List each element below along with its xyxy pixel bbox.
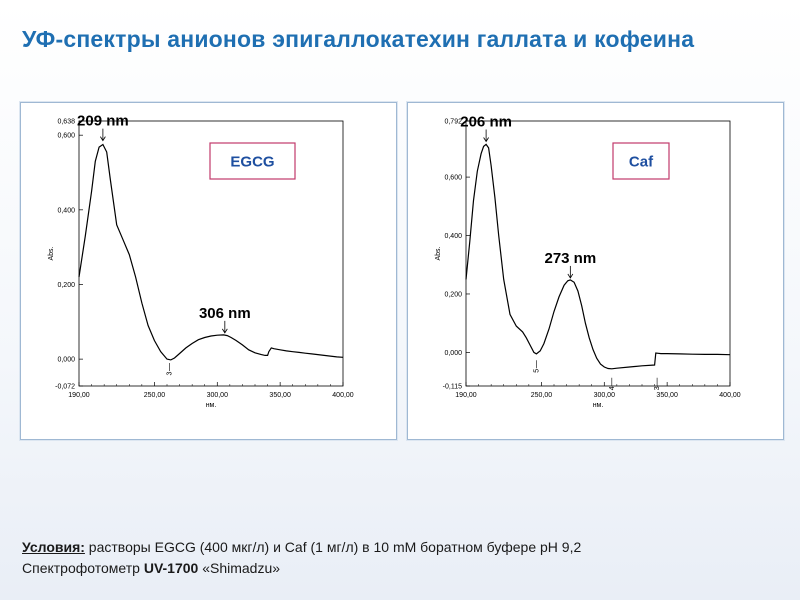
y-tick-label: 0,000: [57, 357, 75, 364]
peak-arrow-head: [221, 328, 228, 334]
instrument-maker: «Shimadzu»: [198, 560, 281, 576]
peak-label: 306 nm: [199, 305, 251, 322]
conditions-label: Условия:: [22, 539, 85, 555]
y-tick-label: 0,792: [444, 119, 462, 126]
caf-spectrum-panel: 0,792 0,600 0,400 0,200 0,000 -0,115 190,00 250…: [407, 102, 784, 440]
legend: Caf: [612, 142, 670, 180]
x-axis-label: нм.: [206, 402, 217, 409]
peak-arrow-head: [100, 136, 106, 142]
peak-arrow-head: [567, 273, 574, 279]
conditions-line-1: Условия: растворы EGCG (400 мкг/л) и Caf…: [22, 537, 792, 558]
y-tick-label: 0,400: [444, 233, 462, 240]
y-tick-label: 0,200: [57, 282, 75, 289]
y-tick-label: 0,600: [57, 133, 75, 140]
y-tick-label: -0,072: [55, 384, 75, 391]
plot-frame: [465, 120, 731, 387]
marker-label: 4: [609, 386, 616, 390]
x-tick-label: 400,00: [332, 392, 354, 399]
x-tick-label: 190,00: [68, 392, 90, 399]
y-tick-label: 0,000: [444, 350, 462, 357]
marker-label: 5: [533, 369, 540, 373]
conditions-description: растворы EGCG (400 мкг/л) и Caf (1 мг/л)…: [84, 539, 582, 555]
y-tick-label: 0,600: [444, 175, 462, 182]
egcg-spectrum-panel: 0,638 0,600 0,400 0,200 0,000 -0,072 190,00 250…: [20, 102, 397, 440]
y-axis-label: Abs.: [48, 246, 55, 260]
conditions-line-2: Спектрофотометр UV-1700 «Shimadzu»: [22, 558, 792, 579]
peak-label: 209 nm: [77, 113, 129, 130]
marker-label: 3: [167, 371, 174, 375]
x-tick-label: 350,00: [269, 392, 291, 399]
peak-arrow-head: [483, 137, 489, 143]
legend-label: Caf: [629, 154, 654, 171]
legend: EGCG: [209, 142, 296, 180]
marker-label: 3: [654, 386, 661, 390]
x-tick-label: 400,00: [719, 392, 741, 399]
x-tick-label: 300,00: [207, 392, 229, 399]
peak-label: 273 nm: [544, 250, 596, 267]
spectrum-line: [465, 143, 731, 370]
x-axis-label: нм.: [593, 402, 604, 409]
conditions-text: Условия: растворы EGCG (400 мкг/л) и Caf…: [22, 537, 792, 579]
legend-box: [209, 142, 296, 180]
legend-box: [612, 142, 670, 180]
y-tick-label: -0,115: [443, 384, 462, 391]
peak-label: 206 nm: [460, 113, 512, 130]
x-tick-label: 300,00: [594, 392, 616, 399]
legend-label: EGCG: [230, 154, 274, 171]
y-tick-label: 0,400: [57, 207, 75, 214]
x-tick-label: 250,00: [144, 392, 166, 399]
plot-frame: [78, 120, 344, 387]
y-tick-label: 0,200: [444, 291, 462, 298]
x-tick-label: 350,00: [656, 392, 678, 399]
x-tick-label: 250,00: [531, 392, 553, 399]
y-axis-label: Abs.: [435, 246, 442, 260]
slide-title: УФ-спектры анионов эпигаллокатехин галла…: [22, 26, 695, 52]
y-tick-label: 0,638: [57, 119, 75, 126]
x-tick-label: 190,00: [455, 392, 477, 399]
spectrum-line: [78, 143, 344, 361]
instrument-prefix: Спектрофотометр: [22, 560, 144, 576]
instrument-model: UV-1700: [143, 560, 199, 576]
